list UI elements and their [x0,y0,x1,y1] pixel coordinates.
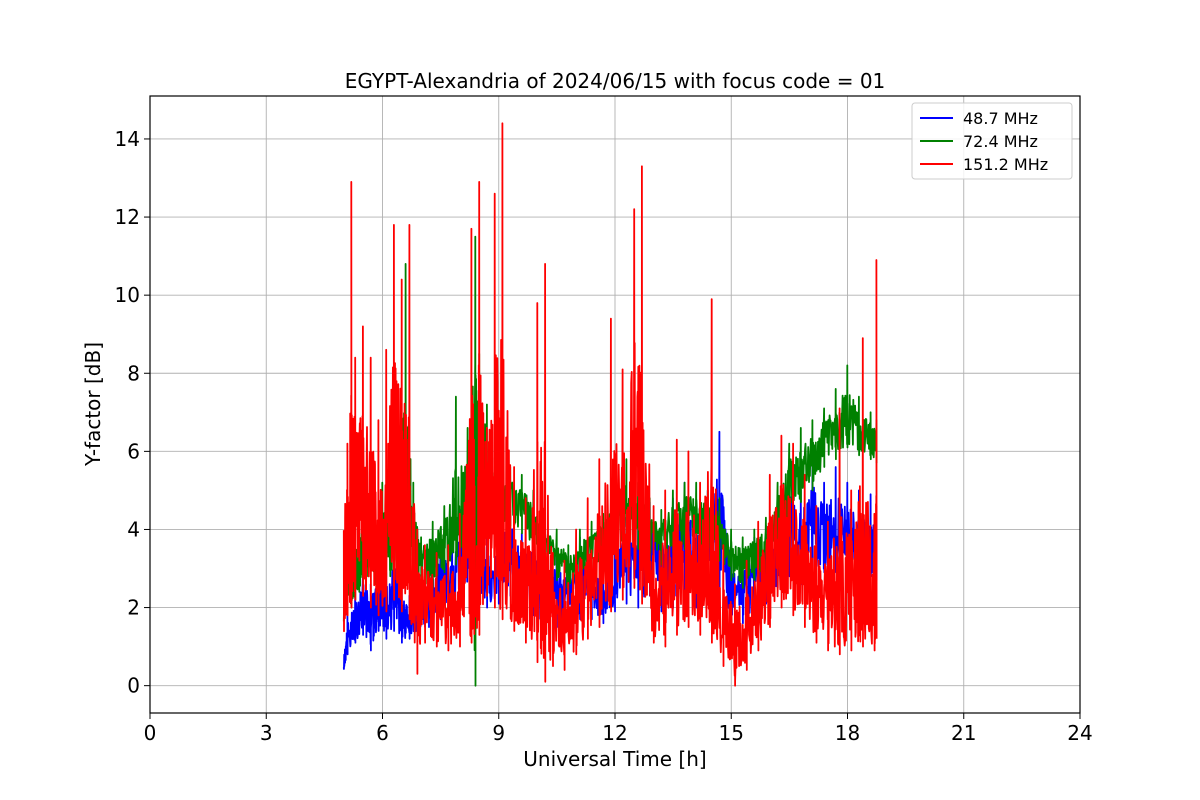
legend-label-1: 72.4 MHz [963,132,1038,151]
y-tick-label: 2 [127,596,140,620]
x-tick-label: 15 [719,721,744,745]
chart-title: EGYPT-Alexandria of 2024/06/15 with focu… [345,69,886,93]
legend-box [911,102,1073,180]
y-tick-label: 14 [115,127,140,151]
y-tick-label: 6 [127,439,140,463]
x-axis-label: Universal Time [h] [523,747,706,771]
legend: 48.7 MHz 72.4 MHz 151.2 MHz [911,102,1073,180]
y-axis: 0 2 4 6 8 10 12 14 [115,127,150,698]
y-axis-label: Y-factor [dB] [81,342,105,467]
x-axis: 0 3 6 9 12 15 18 21 24 [144,713,1093,745]
series-layer [342,122,878,687]
y-tick-label: 10 [115,283,140,307]
x-tick-label: 12 [602,721,627,745]
y-tick-label: 12 [115,205,140,229]
x-tick-label: 21 [951,721,976,745]
x-tick-label: 6 [376,721,389,745]
x-tick-label: 18 [835,721,860,745]
series-line-2 [342,122,878,687]
legend-label-2: 151.2 MHz [963,155,1048,174]
y-tick-label: 8 [127,361,140,385]
x-tick-label: 9 [492,721,505,745]
legend-label-0: 48.7 MHz [963,109,1038,128]
x-tick-label: 3 [260,721,273,745]
y-tick-label: 4 [127,517,140,541]
x-tick-label: 0 [144,721,157,745]
x-tick-label: 24 [1067,721,1092,745]
y-tick-label: 0 [127,674,140,698]
